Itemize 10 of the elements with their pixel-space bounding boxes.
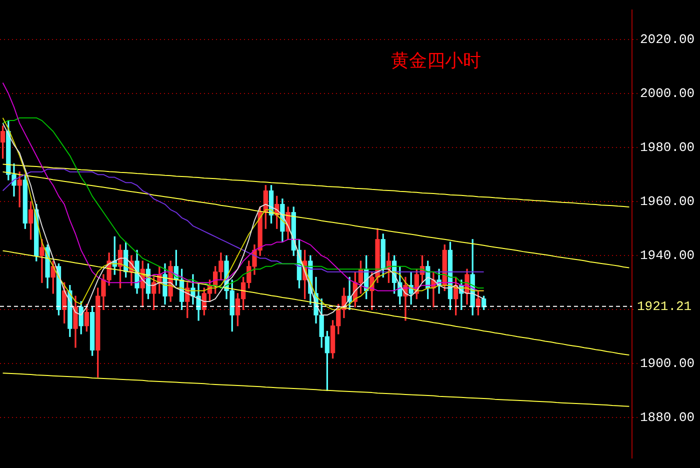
ref-line-label: 1921.21 — [637, 298, 692, 314]
y-tick-label: 2000.00 — [640, 86, 695, 101]
y-tick-label: 1940.00 — [640, 248, 695, 264]
y-tick-label: 1980.00 — [640, 140, 695, 155]
candlestick — [17, 172, 22, 208]
y-tick-label: 1880.00 — [640, 410, 695, 426]
y-tick-label: 2020.00 — [640, 32, 695, 47]
y-tick-label: 1900.00 — [640, 356, 695, 372]
text: 黄金四小时 — [391, 50, 482, 72]
y-tick-label: 1960.00 — [640, 194, 695, 210]
